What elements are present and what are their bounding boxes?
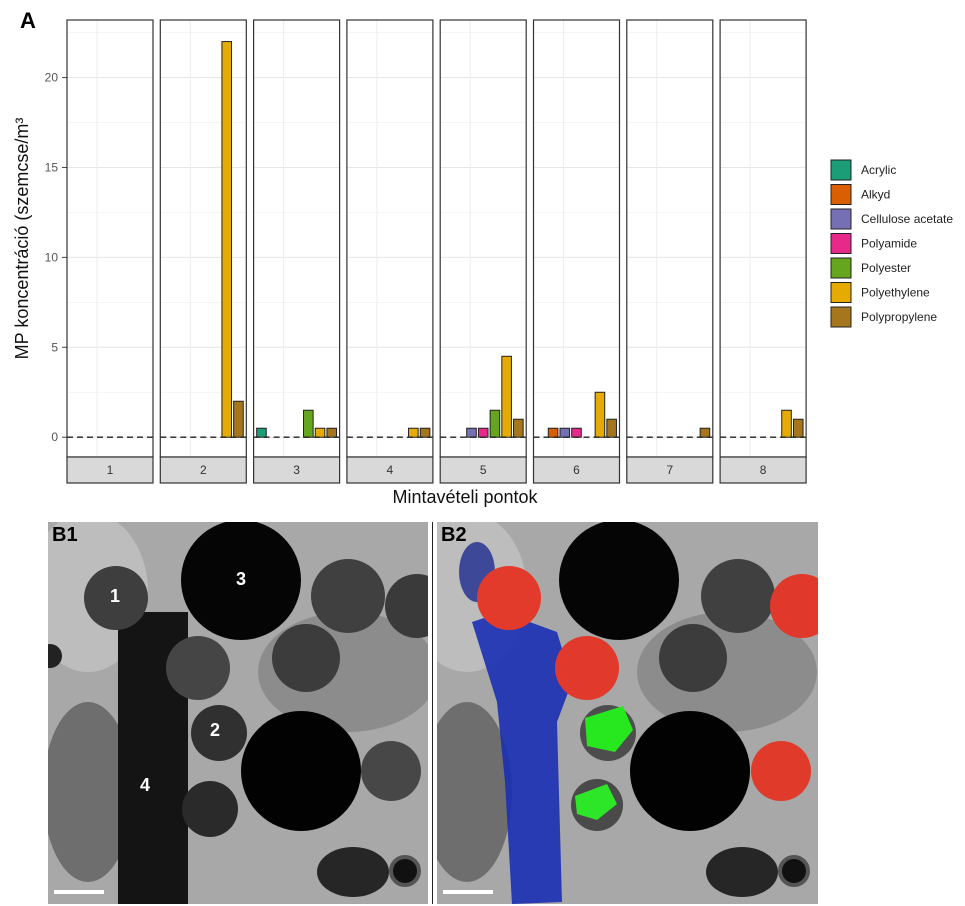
- bar-polyethylene: [594, 391, 606, 438]
- bar-polyamide: [571, 427, 582, 438]
- facet-strip-label: 8: [760, 463, 767, 477]
- facet-strip-label: 6: [573, 463, 580, 477]
- legend-label: Polyester: [861, 261, 911, 275]
- micrograph-b2: B2: [437, 522, 818, 904]
- bar-alkyd: [547, 427, 559, 438]
- facet-panel: [253, 20, 340, 457]
- legend-label: Polyethylene: [861, 286, 930, 300]
- bar-polypropylene: [792, 418, 804, 438]
- legend-label: Alkyd: [861, 188, 890, 202]
- legend-label: Polypropylene: [861, 310, 937, 324]
- faceted-bar-chart: 0 5 10 15 20 MP koncentráció (szemcse/m³ 1 2 3 4 5…: [12, 19, 953, 507]
- micrograph-b2-label: B2: [441, 524, 467, 546]
- bar-cellulose-acetate: [466, 427, 477, 438]
- facet-strip-label: 5: [480, 463, 487, 477]
- facet-strip-label: 2: [200, 463, 207, 477]
- legend-swatch: [830, 233, 852, 254]
- y-tick-label: 5: [51, 340, 58, 354]
- bar-polypropylene: [699, 427, 711, 438]
- bar-polyethylene: [408, 427, 419, 438]
- particle-label-1: 1: [110, 586, 121, 606]
- facet-strip: [66, 456, 154, 484]
- facet-strip-label: 7: [666, 463, 673, 477]
- facet-panel: [67, 20, 153, 457]
- micrograph-b1-label: B1: [52, 524, 78, 546]
- facet-strip: [346, 456, 434, 484]
- facet-strip-label: 3: [293, 463, 300, 477]
- panel-divider-line: [432, 522, 433, 904]
- legend-label: Polyamide: [861, 237, 917, 251]
- bar-acrylic: [256, 427, 267, 438]
- y-tick-label: 10: [45, 250, 59, 264]
- bar-polypropylene: [326, 427, 338, 438]
- micrograph-b1-image: [48, 522, 428, 904]
- particle-label-4: 4: [140, 775, 151, 795]
- legend-swatch: [830, 306, 852, 328]
- bar-polypropylene: [606, 418, 617, 438]
- bar-polyethylene: [501, 355, 512, 438]
- bar-polyester: [303, 409, 314, 438]
- legend-swatch: [830, 282, 852, 303]
- bar-polypropylene: [513, 418, 524, 438]
- legend-swatch: [830, 208, 852, 230]
- bar-cellulose-acetate: [559, 427, 571, 438]
- facet-strip-label: 4: [387, 463, 394, 477]
- facet-panel: [533, 20, 620, 457]
- y-tick-label: 20: [45, 71, 59, 85]
- particle-label-2: 2: [210, 720, 221, 740]
- legend-swatch: [830, 184, 852, 205]
- facet-strip: [439, 456, 527, 484]
- scale-bar-b1: [54, 890, 104, 894]
- panel-a-label: A: [20, 8, 36, 33]
- bar-polyethylene: [221, 41, 233, 438]
- scale-bar-b2: [443, 890, 493, 894]
- facet-panel: [440, 20, 527, 457]
- y-tick-label: 0: [51, 430, 58, 444]
- micrograph-b1: B1 1 2 3 4: [48, 522, 428, 904]
- facet-panel: [160, 20, 247, 457]
- bar-polyethylene: [781, 409, 792, 438]
- facet-strip: [626, 456, 714, 484]
- facet-strip: [253, 456, 341, 484]
- bar-polypropylene: [419, 427, 431, 438]
- micrograph-b2-image: [437, 522, 818, 904]
- legend-swatch: [830, 257, 852, 279]
- x-axis-title: Mintavételi pontok: [392, 487, 538, 507]
- legend-swatch: [830, 159, 852, 181]
- facet-strip-label: 1: [107, 463, 114, 477]
- legend-label: Cellulose acetate: [861, 212, 953, 226]
- facet-panel: [720, 20, 807, 457]
- y-axis-title: MP koncentráció (szemcse/m³: [12, 118, 32, 360]
- particle-label-3: 3: [236, 569, 247, 589]
- legend-label: Acrylic: [861, 163, 896, 177]
- bar-polyamide: [477, 427, 489, 438]
- facet-panel: [626, 20, 713, 457]
- y-tick-label: 15: [45, 160, 59, 174]
- facet-panel: [346, 20, 433, 457]
- bar-polypropylene: [233, 400, 244, 438]
- bar-polyethylene: [314, 427, 326, 438]
- facet-strip: [532, 456, 621, 484]
- facet-strip: [159, 456, 247, 484]
- facet-strip: [719, 456, 807, 484]
- bar-polyester: [489, 409, 501, 438]
